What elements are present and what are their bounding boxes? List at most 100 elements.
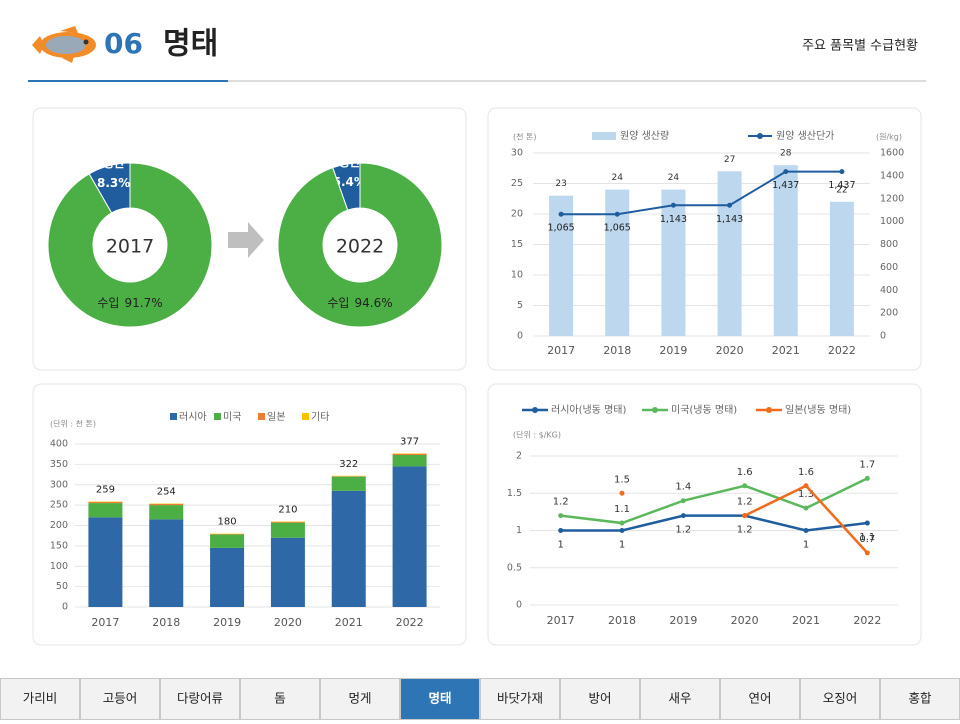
bar	[549, 196, 573, 336]
bar-segment	[271, 538, 305, 607]
nav-tab-label[interactable]: 고등어	[103, 691, 138, 706]
x-tick-label: 2021	[772, 344, 800, 357]
line-point	[559, 212, 564, 217]
nav-tab-label[interactable]: 명태	[428, 691, 451, 706]
bar	[605, 190, 629, 336]
bar-segment	[393, 466, 427, 607]
y-tick-label: 1.5	[507, 488, 522, 499]
legend-label: 기타	[311, 411, 329, 423]
y-tick-label: 20	[511, 209, 523, 220]
line-point	[615, 212, 620, 217]
bar-segment	[210, 534, 244, 547]
y-tick-label: 150	[50, 540, 68, 551]
total-label: 210	[278, 504, 297, 515]
y2-axis-unit: (원/kg)	[876, 133, 902, 142]
y-tick-label: 0	[516, 600, 522, 611]
nav-tab-label[interactable]: 연어	[748, 691, 771, 706]
line-value-label: 1.2	[675, 525, 691, 536]
bar-segment	[149, 504, 183, 505]
bar-segment	[210, 548, 244, 607]
legend-label: 러시아	[179, 411, 207, 423]
fish-icon	[32, 26, 96, 63]
y-tick-label: 250	[50, 500, 68, 511]
legend-label: 미국(냉동 명태)	[671, 404, 737, 416]
legend-swatch	[170, 413, 177, 420]
y-tick-label: 100	[50, 561, 68, 572]
nav-tab-label[interactable]: 방어	[588, 691, 611, 706]
total-label: 254	[157, 486, 176, 497]
y-tick-label: 1	[516, 525, 522, 536]
bar	[718, 171, 742, 336]
x-tick-label: 2018	[608, 614, 636, 627]
legend-dot	[532, 407, 538, 413]
segment-value: 8.3%	[97, 176, 130, 190]
line-value-label: 1.6	[798, 467, 814, 478]
line-value-label: 1.2	[553, 497, 569, 508]
x-tick-label: 2018	[152, 616, 180, 629]
bar	[830, 202, 854, 336]
bar-segment	[271, 522, 305, 523]
segment-label: 생산	[338, 154, 360, 169]
line-value-label: 1,143	[660, 214, 687, 225]
segment-label: 수입 91.7%	[97, 296, 162, 310]
nav-tab-label[interactable]: 오징어	[823, 691, 858, 706]
line-value-label: 1.6	[737, 467, 753, 478]
line-value-label: 1.2	[737, 497, 753, 508]
nav-tab-label[interactable]: 가리비	[23, 691, 58, 706]
section-number: 06	[104, 27, 143, 60]
total-label: 180	[218, 517, 237, 528]
y-tick-label: 15	[511, 239, 523, 250]
y-tick-label: 1600	[880, 148, 904, 159]
segment-category: 수입	[97, 296, 119, 310]
legend-label: 미국	[223, 411, 241, 423]
x-tick-label: 2017	[547, 344, 575, 357]
y-tick-label: 400	[880, 285, 898, 296]
bar-value-label: 23	[555, 179, 566, 189]
line-point	[727, 203, 732, 208]
x-tick-label: 2020	[716, 344, 744, 357]
x-tick-label: 2019	[669, 614, 697, 627]
legend-label: 원양 생산단가	[776, 130, 834, 142]
total-label: 322	[339, 459, 358, 470]
x-tick-label: 2020	[274, 616, 302, 629]
y-tick-label: 1000	[880, 216, 904, 227]
y-tick-label: 1400	[880, 170, 904, 181]
nav-tab-label[interactable]: 새우	[668, 691, 691, 706]
y-tick-label: 0	[880, 331, 886, 342]
x-tick-label: 2022	[396, 616, 424, 629]
y-tick-label: 2	[516, 451, 522, 462]
nav-tab-label[interactable]: 돔	[274, 691, 286, 706]
y-tick-label: 5	[517, 300, 523, 311]
segment-category: 수입	[327, 296, 349, 310]
legend-dot	[757, 133, 763, 139]
legend-label: 일본(냉동 명태)	[785, 404, 851, 416]
bar-segment	[332, 491, 366, 607]
y-tick-label: 25	[511, 178, 523, 189]
page-subtitle: 주요 품목별 수급현황	[802, 39, 918, 54]
legend-label: 일본	[267, 411, 285, 423]
bar	[661, 190, 685, 336]
y-tick-label: 10	[511, 270, 523, 281]
x-tick-label: 2018	[603, 344, 631, 357]
x-tick-label: 2017	[547, 614, 575, 627]
nav-tab-label[interactable]: 바닷가재	[497, 691, 543, 706]
nav-tab-label[interactable]: 멍게	[348, 691, 371, 706]
line-value-label: 1.7	[859, 459, 875, 470]
y-tick-label: 1200	[880, 193, 904, 204]
x-tick-label: 2019	[659, 344, 687, 357]
y-tick-label: 0	[62, 602, 68, 613]
line-value-label: 1.2	[737, 525, 753, 536]
nav-tab-label[interactable]: 홍합	[908, 691, 932, 706]
x-tick-label: 2022	[828, 344, 856, 357]
bar-segment	[149, 505, 183, 519]
bar-segment	[271, 523, 305, 538]
y-axis-unit: (천 톤)	[513, 132, 537, 142]
segment-value: 91.7%	[124, 296, 162, 310]
segment-label: 생산	[103, 155, 125, 170]
line-point	[671, 203, 676, 208]
nav-tab-label[interactable]: 다랑어류	[177, 691, 223, 706]
line-point	[620, 491, 625, 496]
bar-segment	[149, 519, 183, 607]
